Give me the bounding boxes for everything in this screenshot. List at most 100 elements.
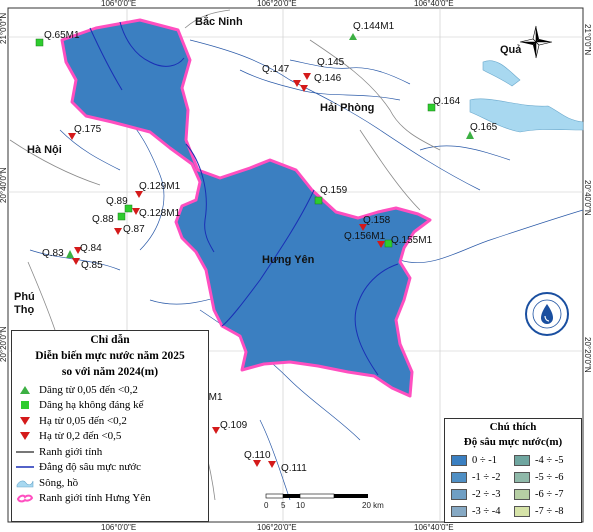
left-label-1: 21°0'0"N: [0, 13, 8, 44]
depth-item: 0 ÷ -1: [451, 453, 514, 468]
station-q87: Q.87: [123, 224, 145, 235]
north-arrow-icon: [519, 25, 553, 59]
bottom-label-3: 106°40'0"E: [414, 523, 454, 532]
place-hai-phong: Hải Phòng: [320, 102, 374, 114]
legend-label: Đẳng độ sâu mực nước: [39, 461, 142, 474]
depth-item: -7 ÷ -8: [514, 504, 577, 519]
marker-square-icon: [314, 196, 323, 205]
legend-label: Hạ từ 0,2 đến <0,5: [39, 430, 122, 443]
legend-label: Dâng từ 0,05 đến <0,2: [39, 383, 138, 396]
marker-square-icon: [124, 204, 133, 213]
triangle-down-icon: [20, 432, 30, 441]
water-icon: [16, 480, 34, 488]
scale-tick-0: 0: [264, 501, 269, 510]
province-boundaries: [9, 9, 441, 501]
legend-indications: Chỉ dẫn Diễn biến mực nước năm 2025 so v…: [11, 330, 209, 522]
legend-depth-subtitle: Độ sâu mực nước(m): [463, 436, 563, 448]
station-q84: Q.84: [80, 243, 102, 254]
place-phu: Phú: [14, 291, 35, 303]
marker-square-icon: [384, 239, 393, 248]
legend-title: Chỉ dẫn: [90, 334, 130, 346]
station-q110: Q.110: [244, 450, 271, 461]
triangle-down-icon: [20, 416, 30, 425]
station-q129m1: Q.129M1: [139, 181, 181, 192]
scale-bar: 0 5 10 20 km: [264, 493, 384, 510]
water-bodies: [469, 60, 584, 133]
swatch-icon: [451, 472, 467, 483]
swatch-icon: [514, 472, 530, 483]
marker-triangle-down-icon: [132, 208, 140, 215]
legend-item-water: Sông, hồ: [12, 475, 208, 491]
legend-depth-title: Chú thích: [489, 421, 537, 433]
station-q111: Q.111: [281, 463, 307, 474]
depth-item: -4 ÷ -5: [514, 453, 577, 468]
legend-item-fall-small: Hạ từ 0,05 đến <0,2: [12, 413, 208, 429]
pink-outline-icon: [16, 494, 34, 503]
bottom-label-1: 106°0'0"E: [101, 523, 136, 532]
marker-triangle-down-icon: [253, 460, 261, 467]
station-q89: Q.89: [106, 196, 128, 207]
marker-square-icon: [35, 38, 44, 47]
legend-item-insignificant: Dâng hạ không đáng kể: [12, 398, 208, 414]
scale-tick-5: 5: [281, 501, 286, 510]
place-bac-ninh: Bắc Ninh: [195, 15, 243, 28]
right-label-2: 20°40'0"N: [583, 180, 592, 216]
legend-item-rise: Dâng từ 0,05 đến <0,2: [12, 382, 208, 398]
swatch-icon: [514, 455, 530, 466]
stations-layer: Q.65M1 Q.144M1 Q.147 Q.145 Q.146 Q.164 Q…: [35, 21, 498, 474]
top-label-2: 106°20'0"E: [257, 0, 297, 8]
gray-line-icon: [16, 450, 34, 453]
scale-tick-20: 20 km: [362, 501, 384, 510]
legend-subtitle-2: so với năm 2024(m): [61, 366, 159, 378]
place-qua: Quả: [500, 44, 522, 56]
top-label-1: 106°0'0"E: [101, 0, 136, 8]
swatch-icon: [451, 489, 467, 500]
depth-item: -5 ÷ -6: [514, 470, 577, 485]
legend-subtitle: Diễn biến mực nước năm 2025: [35, 350, 185, 362]
swatch-icon: [514, 489, 530, 500]
scale-tick-10: 10: [296, 501, 305, 510]
legend-label: Hạ từ 0,05 đến <0,2: [39, 414, 127, 427]
marker-triangle-down-icon: [135, 191, 143, 198]
place-ha-noi: Hà Nội: [27, 144, 62, 156]
legend-label: Sông, hồ: [39, 476, 79, 489]
station-q175: Q.175: [74, 124, 102, 135]
right-label-3: 20°20'0"N: [583, 337, 592, 373]
legend-depth: Chú thích Độ sâu mực nước(m) 0 ÷ -1 -4 ÷…: [444, 418, 582, 523]
marker-triangle-down-icon: [268, 461, 276, 468]
station-q85: Q.85: [81, 260, 103, 271]
station-q65m1: Q.65M1: [44, 30, 80, 41]
station-q88: Q.88: [92, 214, 114, 225]
blue-line-icon: [16, 466, 34, 468]
legend-item-boundary: Ranh giới tỉnh: [12, 444, 208, 460]
marker-triangle-down-icon: [359, 224, 367, 231]
hung-yen-province: [60, 18, 432, 398]
left-label-3: 20°20'0"N: [0, 326, 8, 362]
swatch-icon: [451, 506, 467, 517]
station-q147: Q.147: [262, 64, 290, 75]
station-q109: Q.109: [220, 420, 248, 431]
depth-contours: [89, 21, 399, 376]
depth-item: -6 ÷ -7: [514, 487, 577, 502]
station-q146: Q.146: [314, 73, 342, 84]
legend-item-fall-large: Hạ từ 0,2 đến <0,5: [12, 429, 208, 445]
bottom-label-2: 106°20'0"E: [257, 523, 297, 532]
marker-square-icon: [427, 103, 436, 112]
station-q159: Q.159: [320, 185, 348, 196]
marker-triangle-down-icon: [74, 247, 82, 254]
marker-triangle-up-icon: [349, 33, 357, 40]
place-tho: Thọ: [14, 304, 34, 316]
marker-triangle-down-icon: [300, 85, 308, 92]
marker-triangle-up-icon: [66, 250, 74, 258]
triangle-up-icon: [20, 385, 30, 394]
station-q156m1: Q.156M1: [344, 231, 386, 242]
marker-square-icon: [117, 212, 126, 221]
legend-item-contour: Đẳng độ sâu mực nước: [12, 460, 208, 476]
station-q164: Q.164: [433, 96, 461, 107]
swatch-icon: [451, 455, 467, 466]
marker-triangle-down-icon: [377, 241, 385, 248]
legend-label: Dâng hạ không đáng kể: [39, 399, 144, 412]
place-names: Bắc Ninh Hải Phòng Hà Nội Hưng Yên Phú T…: [14, 15, 522, 316]
marker-triangle-down-icon: [68, 133, 76, 140]
depth-item: -2 ÷ -3: [451, 487, 514, 502]
